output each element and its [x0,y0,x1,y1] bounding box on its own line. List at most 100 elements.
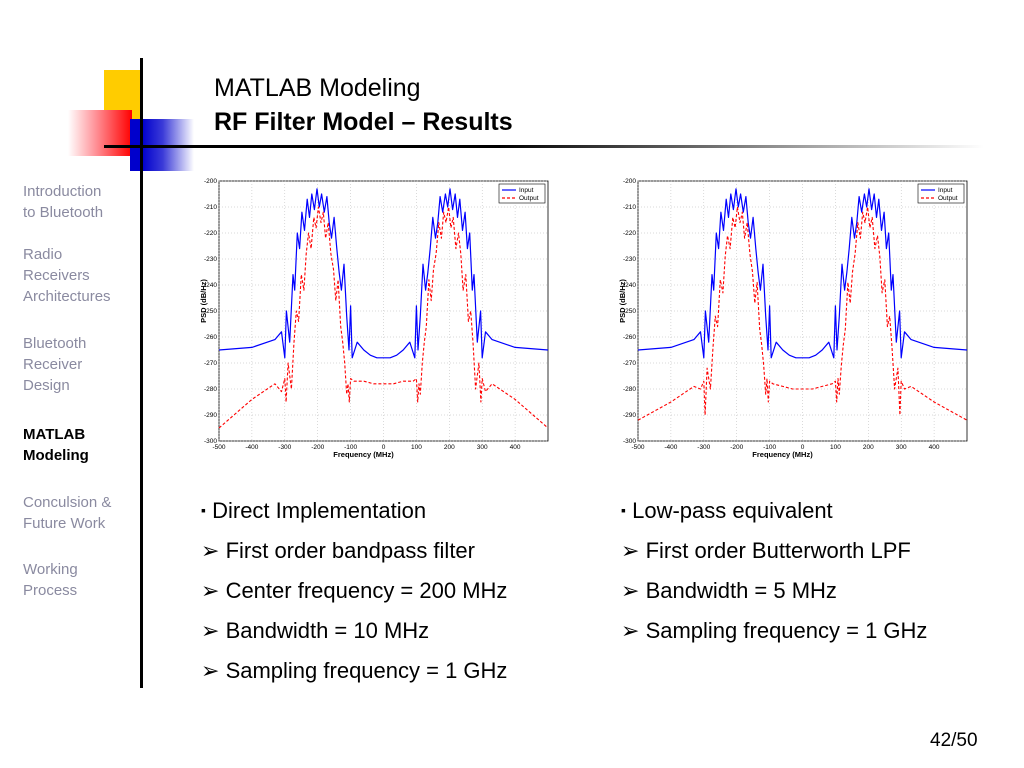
legend-label: Output [938,195,958,202]
arrow-bullet-icon: ➢ [201,538,220,563]
bullet-item: ➢ Sampling frequency = 1 GHz [201,651,507,691]
bullet-text: Bandwidth = 5 MHz [645,578,837,603]
arrow-bullet-icon: ➢ [201,618,220,643]
sidebar-item-label: Design [23,377,70,394]
legend-box [498,183,546,204]
decorative-red-square [68,110,132,156]
x-tick-label: -200 [311,444,324,451]
x-tick-label: 200 [863,444,874,451]
y-tick-label: -200 [204,178,217,185]
arrow-bullet-icon: ➢ [621,538,640,563]
y-axis-label: PSD (dB/Hz) [618,279,627,323]
bullet-list-lowpass-equivalent: ▪ Low-pass equivalent ➢ First order Butt… [621,490,927,651]
sidebar-item-label: to Bluetooth [23,204,104,221]
sidebar-item-label: Receivers [23,267,90,284]
x-tick-label: 0 [382,444,386,451]
sidebar-item-label: MATLAB [23,426,86,443]
series-line-output [637,206,968,421]
series-line-input [218,188,549,359]
sidebar-item-working-process[interactable]: Working Process [23,559,135,601]
bullet-text: First order bandpass filter [225,538,475,563]
sidebar-item-matlab-modeling[interactable]: MATLAB Modeling [23,424,135,466]
square-bullet-icon: ▪ [621,502,626,518]
y-tick-label: -270 [204,360,217,367]
y-tick-label: -220 [623,230,636,237]
y-tick-label: -300 [204,438,217,445]
y-tick-label: -260 [623,334,636,341]
x-tick-label: -500 [212,444,225,451]
page-number: 42/50 [930,730,978,751]
sidebar-item-label: Bluetooth [23,335,87,352]
x-tick-label: -200 [730,444,743,451]
y-tick-label: -250 [623,308,636,315]
psd-chart-lowpass-equivalent: -500 -400 -300 -200 -100 0 100 200 300 400 -200 -21… [618,178,968,459]
bullet-text: Sampling frequency = 1 GHz [645,618,928,643]
x-tick-label: 300 [896,444,907,451]
sidebar-item-label: Receiver [23,356,83,373]
slide-subtitle: RF Filter Model – Results [214,108,513,136]
legend-label: Input [519,187,534,194]
y-tick-label: -260 [204,334,217,341]
y-tick-label: -240 [204,282,217,289]
bullet-item: ▪ Direct Implementation [201,490,507,531]
x-tick-label: 100 [830,444,841,451]
sidebar-item-label: Architectures [23,288,111,305]
arrow-bullet-icon: ➢ [201,658,220,683]
x-tick-label: 0 [801,444,805,451]
bullet-list-direct-implementation: ▪ Direct Implementation ➢ First order ba… [201,490,507,691]
sidebar-item-label: Modeling [23,447,89,464]
vertical-divider [140,58,143,688]
legend-box [917,183,965,204]
x-tick-label: -300 [278,444,291,451]
y-tick-label: -220 [204,230,217,237]
sidebar-item-label: Radio [23,246,63,263]
y-tick-label: -210 [623,204,636,211]
arrow-bullet-icon: ➢ [621,578,640,603]
y-tick-label: -290 [623,412,636,419]
series-line-input [637,188,968,359]
x-tick-label: -500 [631,444,644,451]
bullet-text: First order Butterworth LPF [645,538,911,563]
sidebar-item-conclusion[interactable]: Conculsion & Future Work [23,492,135,534]
x-tick-label: 400 [929,444,940,451]
y-tick-label: -280 [623,386,636,393]
sidebar-item-label: Conculsion & [23,494,112,511]
y-tick-label: -280 [204,386,217,393]
x-tick-label: -300 [697,444,710,451]
legend-label: Output [519,195,539,202]
sidebar-item-label: Future Work [23,515,106,532]
series-line-output [218,206,549,429]
y-tick-label: -240 [623,282,636,289]
x-tick-label: 200 [444,444,455,451]
x-tick-label: -100 [763,444,776,451]
sidebar-item-radio-receivers[interactable]: Radio Receivers Architectures [23,244,135,307]
y-tick-label: -210 [204,204,217,211]
x-axis-label: Frequency (MHz) [752,450,813,459]
x-tick-label: 300 [477,444,488,451]
bullet-text: Sampling frequency = 1 GHz [225,658,508,683]
bullet-item: ➢ First order Butterworth LPF [621,531,927,571]
y-tick-label: -250 [204,308,217,315]
x-tick-label: -100 [344,444,357,451]
arrow-bullet-icon: ➢ [201,578,220,603]
y-tick-label: -290 [204,412,217,419]
y-tick-label: -300 [623,438,636,445]
sidebar-item-bluetooth-receiver[interactable]: Bluetooth Receiver Design [23,333,135,396]
y-tick-label: -230 [204,256,217,263]
arrow-bullet-icon: ➢ [621,618,640,643]
bullet-text: Bandwidth = 10 MHz [225,618,430,643]
x-tick-label: 100 [411,444,422,451]
psd-chart-direct-implementation: -500 -400 -300 -200 -100 0 100 200 300 400 -200 -21… [199,178,549,459]
y-tick-label: -230 [623,256,636,263]
bullet-text: Low-pass equivalent [632,498,833,523]
bullet-item: ➢ First order bandpass filter [201,531,507,571]
y-axis-label: PSD (dB/Hz) [199,279,208,323]
sidebar-item-label: Introduction [23,183,102,200]
x-tick-label: -400 [664,444,677,451]
legend-label: Input [938,187,953,194]
x-tick-label: -400 [245,444,258,451]
sidebar-item-label: Process [23,582,78,599]
bullet-item: ➢ Center frequency = 200 MHz [201,571,507,611]
sidebar-item-introduction[interactable]: Introduction to Bluetooth [23,181,135,223]
x-tick-label: 400 [510,444,521,451]
